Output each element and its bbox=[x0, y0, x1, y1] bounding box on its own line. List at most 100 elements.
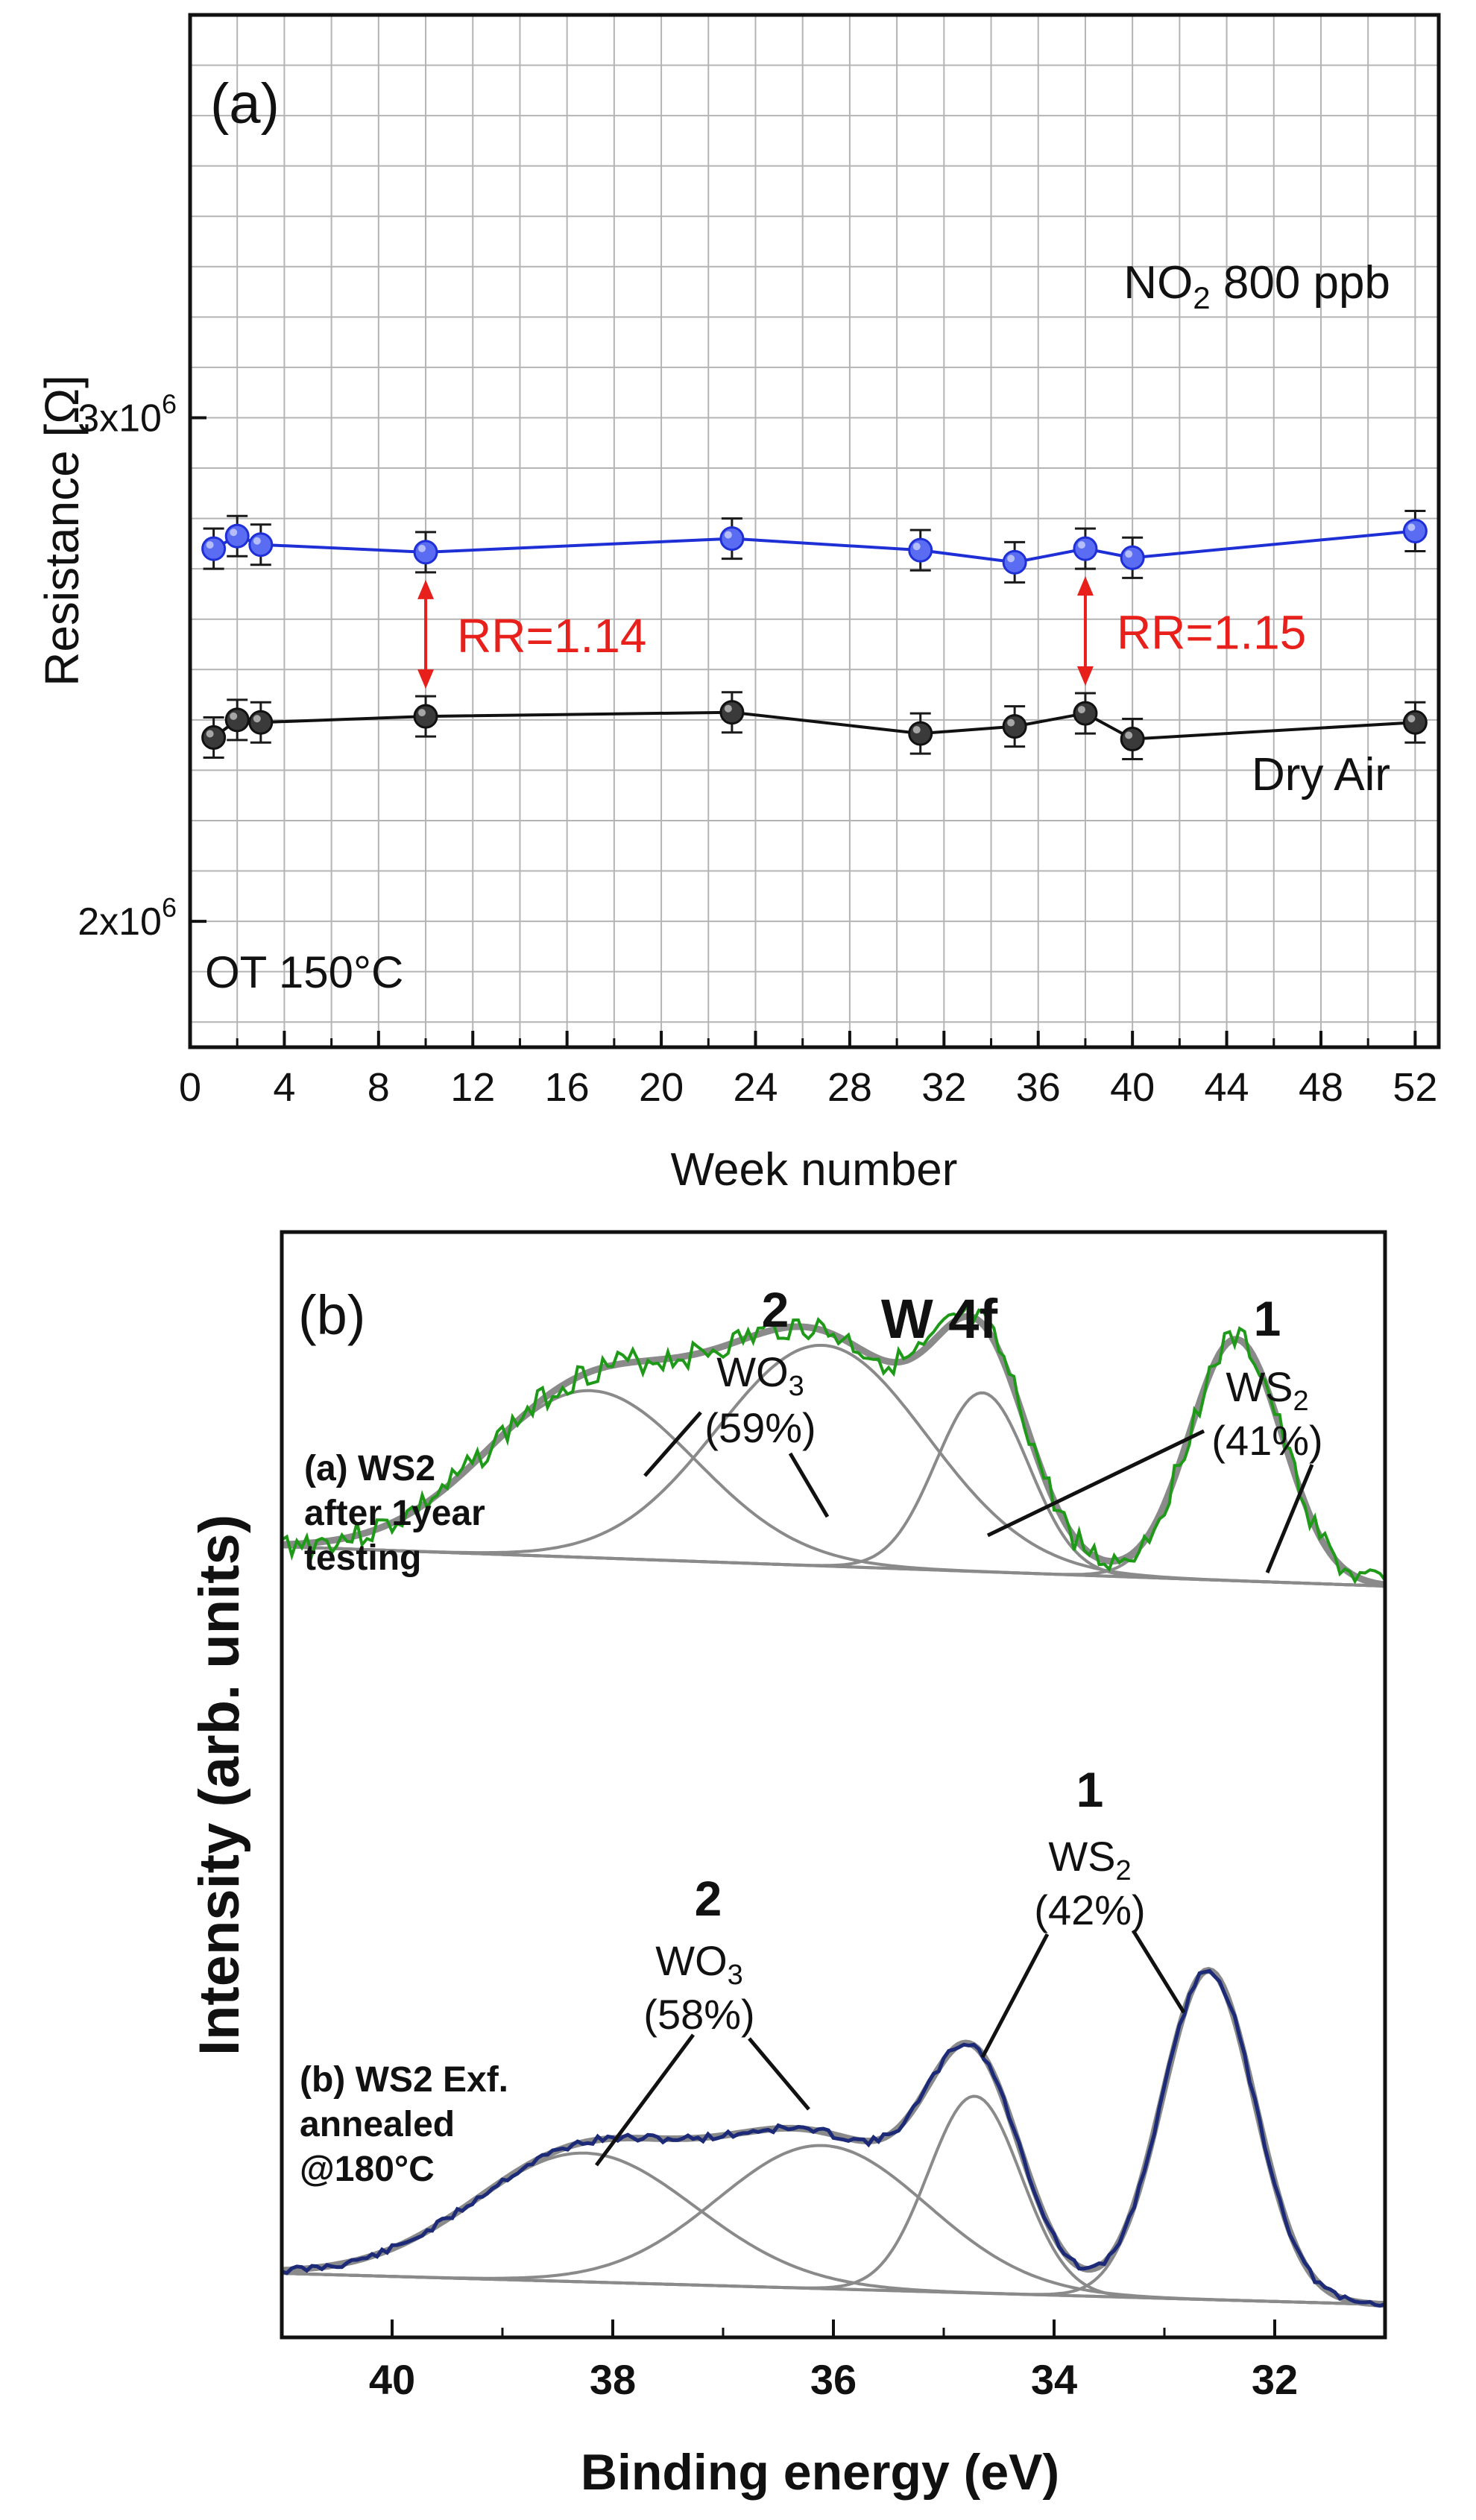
spectrum-a-peak1-leader-right bbox=[1265, 1464, 1314, 1573]
b-x-tick-label-34: 34 bbox=[1031, 2356, 1077, 2403]
x-tick-label-40: 40 bbox=[1110, 1065, 1155, 1110]
no2-point-10 bbox=[413, 540, 438, 565]
no2-point-31 bbox=[908, 537, 933, 563]
no2-point-23 bbox=[719, 526, 745, 552]
rr-annotation-1: RR=1.15 bbox=[1117, 606, 1306, 660]
panel-a: RR=1.14 RR=1.15 0 4 8 12 16 20 24 28 32 36 40 44 48 52… bbox=[35, 13, 1441, 1196]
x-tick-label-20: 20 bbox=[639, 1065, 684, 1110]
x-tick-label-16: 16 bbox=[545, 1065, 590, 1110]
no2-point-40 bbox=[1120, 545, 1145, 570]
condition-label: OT 150°C bbox=[205, 947, 403, 997]
panel-b-frame bbox=[280, 1230, 1387, 2340]
no2-point-highlight-1 bbox=[206, 541, 214, 549]
no2-point-highlight-10 bbox=[418, 544, 426, 552]
spectrum-a-peak1-leader-left bbox=[986, 1429, 1205, 1538]
y-tick-label-1: 3x106 bbox=[78, 388, 177, 440]
spectrum-a-peak2-percent: (59%) bbox=[704, 1404, 816, 1451]
b-x-tick-label-32: 32 bbox=[1252, 2356, 1298, 2403]
no2-point-highlight-52 bbox=[1407, 523, 1416, 531]
dry-air-point-23 bbox=[719, 700, 745, 725]
dry-air-point-highlight-10 bbox=[418, 709, 426, 717]
no2-series-line bbox=[212, 529, 1416, 564]
spectrum-b-peak2-number: 2 bbox=[695, 1871, 722, 1926]
no2-point-highlight-23 bbox=[724, 531, 732, 539]
dry-air-point-highlight-40 bbox=[1125, 731, 1133, 739]
spectrum-a-peak1-species: WS2 bbox=[1226, 1363, 1308, 1417]
panel-b-curves bbox=[280, 1301, 1387, 2308]
panel-b-x-ticks: 40 38 36 34 32 bbox=[280, 2320, 1387, 2403]
rr-annotation-0: RR=1.14 bbox=[457, 609, 646, 663]
b-x-tick-label-38: 38 bbox=[590, 2356, 636, 2403]
x-tick-label-4: 4 bbox=[273, 1065, 295, 1110]
no2-point-highlight-3 bbox=[253, 537, 261, 545]
spectrum-b-label-line-3: @180°C bbox=[300, 2150, 435, 2189]
dry-air-point-highlight-31 bbox=[912, 726, 921, 734]
dry-air-point-10 bbox=[413, 704, 438, 729]
panel-a-x-ticks: 0 4 8 12 16 20 24 28 32 36 40 44 48 52 bbox=[179, 1031, 1437, 1110]
b-x-tick-label-36: 36 bbox=[810, 2356, 857, 2403]
dry-air-point-highlight-35 bbox=[1007, 719, 1015, 727]
spectrum-b-peak2-leader-right bbox=[748, 2037, 810, 2111]
y-tick-label-0: 2x106 bbox=[78, 892, 177, 944]
dry-air-point-40 bbox=[1120, 727, 1145, 752]
panel-b-x-axis-label: Binding energy (eV) bbox=[581, 2444, 1059, 2501]
spectrum-a-label-line-1: (a) WS2 bbox=[304, 1449, 435, 1488]
panel-a-grid bbox=[190, 15, 1439, 1047]
no2-point-2 bbox=[224, 523, 250, 549]
spectrum-a-peak1-percent: (41%) bbox=[1211, 1417, 1322, 1464]
x-tick-label-44: 44 bbox=[1205, 1065, 1249, 1110]
rr-arrow-head-top-1 bbox=[1076, 576, 1094, 596]
dry-air-point-highlight-3 bbox=[253, 715, 261, 723]
spectrum-b-peak1-number: 1 bbox=[1076, 1762, 1104, 1817]
spectrum-a-peak2-species: WO3 bbox=[716, 1348, 804, 1402]
panel-b-title: W 4f bbox=[881, 1288, 998, 1350]
spectrum-b-label-line-1: (b) WS2 Exf. bbox=[300, 2060, 508, 2100]
dry-air-point-highlight-2 bbox=[230, 712, 238, 720]
panel-b-y-axis-label: Intensity (arb. units) bbox=[188, 1515, 251, 2056]
spectrum-b-measured bbox=[281, 1968, 1386, 2308]
rr-arrow-head-bottom-1 bbox=[1076, 666, 1094, 686]
dry-air-point-highlight-23 bbox=[724, 704, 732, 713]
spectrum-a-peak2-number: 2 bbox=[762, 1282, 789, 1337]
panel-b-label: (b) bbox=[298, 1284, 365, 1346]
x-tick-label-36: 36 bbox=[1016, 1065, 1061, 1110]
spectrum-a-peak2-leader-right bbox=[788, 1452, 830, 1518]
spectrum-a-measured bbox=[280, 1301, 1387, 1585]
no2-series-label: NO2 800 ppb bbox=[1123, 257, 1390, 315]
x-tick-label-8: 8 bbox=[368, 1065, 390, 1110]
no2-point-52 bbox=[1402, 519, 1428, 543]
panel-a-label: (a) bbox=[210, 72, 280, 136]
spectrum-b-component-2 bbox=[281, 2144, 1386, 2306]
dry-air-point-35 bbox=[1002, 714, 1027, 739]
no2-point-highlight-31 bbox=[912, 543, 921, 551]
x-tick-label-48: 48 bbox=[1299, 1065, 1343, 1110]
spectrum-b-peak1-leader-right bbox=[1131, 1929, 1186, 2014]
x-tick-label-28: 28 bbox=[827, 1065, 872, 1110]
dry-air-point-3 bbox=[248, 710, 274, 735]
panel-b: 40 38 36 34 32 (b) W 4f 2 WO3 (59%) 1 WS2 (4… bbox=[188, 1230, 1387, 2501]
no2-point-highlight-38 bbox=[1077, 541, 1085, 549]
dry-air-series-label: Dry Air bbox=[1252, 749, 1390, 800]
spectrum-b-peak1-leader-left bbox=[980, 1933, 1050, 2059]
spectrum-a-peak2-leader-left bbox=[643, 1411, 702, 1477]
x-tick-label-24: 24 bbox=[733, 1065, 778, 1110]
no2-point-highlight-40 bbox=[1125, 550, 1133, 558]
dry-air-series-line bbox=[212, 710, 1416, 741]
dry-air-point-highlight-52 bbox=[1407, 715, 1416, 723]
x-tick-label-12: 12 bbox=[450, 1065, 495, 1110]
dry-air-point-31 bbox=[908, 721, 933, 746]
spectrum-b-peak2-percent: (58%) bbox=[643, 1991, 754, 2038]
rr-arrow-head-top-0 bbox=[417, 579, 435, 599]
rr-arrow-head-bottom-0 bbox=[417, 669, 435, 689]
spectrum-a-label-line-2: after 1year bbox=[304, 1494, 485, 1533]
dry-air-point-1 bbox=[201, 725, 227, 750]
dry-air-point-highlight-38 bbox=[1077, 706, 1085, 714]
spectrum-b-peak2-species: WO3 bbox=[655, 1937, 743, 1991]
spectrum-b-peak1-species: WS2 bbox=[1048, 1833, 1131, 1886]
no2-point-35 bbox=[1002, 549, 1027, 575]
b-x-tick-label-40: 40 bbox=[369, 2356, 415, 2403]
x-tick-label-0: 0 bbox=[179, 1065, 201, 1110]
spectrum-b-peak1-percent: (42%) bbox=[1034, 1886, 1145, 1933]
dry-air-point-38 bbox=[1073, 701, 1098, 726]
